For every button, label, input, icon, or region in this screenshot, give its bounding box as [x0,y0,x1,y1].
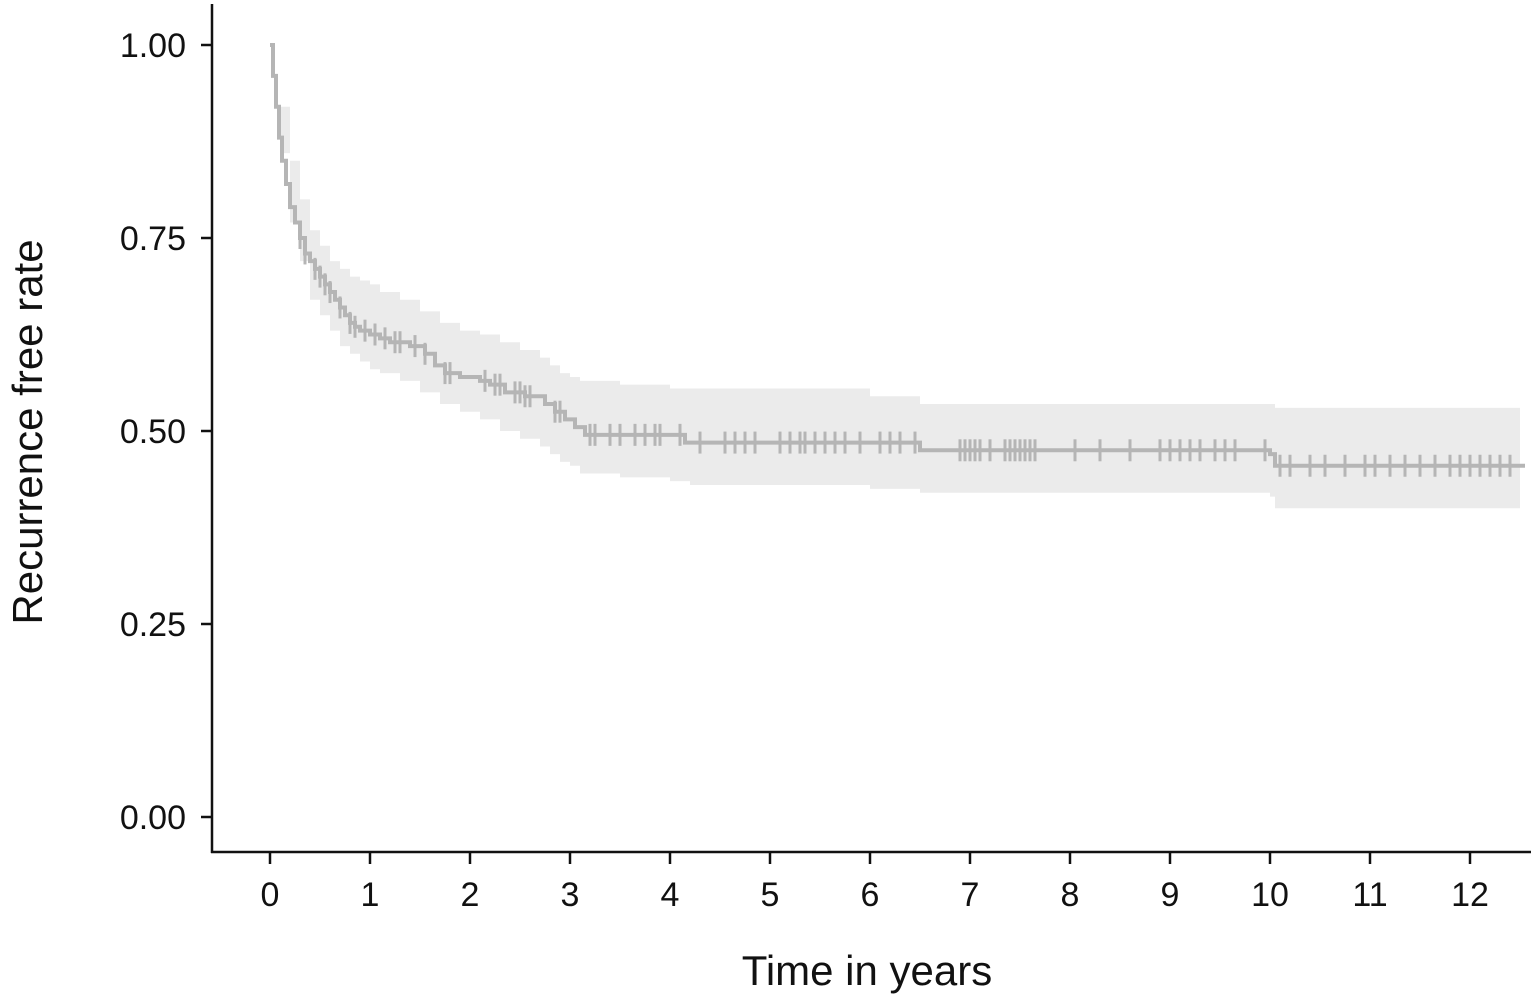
plot-area [270,43,1525,509]
x-tick-label: 9 [1161,876,1180,914]
y-tick-label: 0.25 [120,606,186,644]
x-tick-label: 12 [1451,876,1489,914]
x-tick-label: 2 [461,876,480,914]
x-axis-title: Time in years [742,947,993,994]
y-axis: 0.00 0.25 0.50 0.75 1.00 [120,4,214,853]
x-tick-label: 1 [361,876,380,914]
y-tick-label: 0.00 [120,799,186,837]
x-tick-label: 3 [561,876,580,914]
y-tick-label: 0.75 [120,220,186,258]
x-tick-label: 8 [1061,876,1080,914]
x-tick-label: 11 [1352,876,1387,914]
x-axis: 0 1 2 3 4 5 6 7 8 9 10 11 12 [211,850,1531,914]
x-tick-label: 5 [761,876,780,914]
x-tick-label: 0 [261,876,280,914]
x-tick-label: 7 [961,876,980,914]
x-tick-label: 10 [1251,876,1289,914]
confidence-band [270,45,1520,509]
x-tick-label: 4 [661,876,680,914]
survival-curve [270,43,1525,468]
y-tick-label: 1.00 [120,27,186,65]
x-tick-label: 6 [861,876,880,914]
y-tick-label: 0.50 [120,413,186,451]
y-axis-title: Recurrence free rate [4,239,51,624]
